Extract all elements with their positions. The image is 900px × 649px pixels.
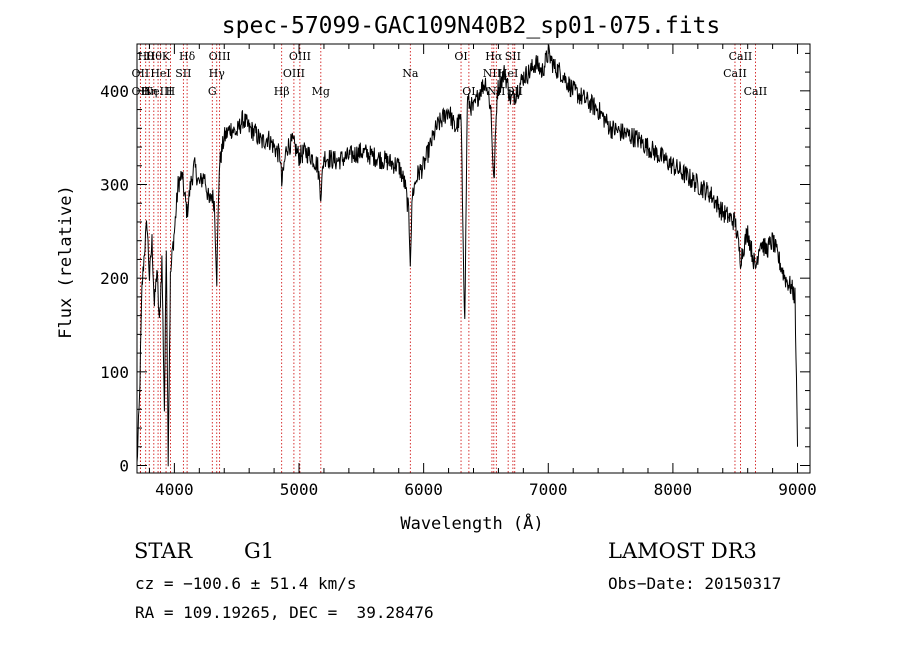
line-label: OII: [132, 85, 150, 98]
y-tick-label: 200: [100, 269, 129, 288]
x-tick-label: 8000: [654, 480, 693, 499]
line-label: H: [166, 85, 176, 98]
line-label: Hη: [141, 85, 157, 98]
line-label: OII: [132, 67, 150, 80]
line-label: NeIII: [143, 85, 172, 98]
line-label: Hθ: [146, 50, 163, 63]
x-tick-label: 6000: [404, 480, 443, 499]
line-label: Hα: [485, 50, 503, 63]
x-tick-label: 7000: [529, 480, 568, 499]
spectrum-line: [136, 44, 798, 467]
object-subclass: G1: [244, 539, 275, 563]
line-label: OIII: [289, 50, 311, 63]
line-label: OIII: [209, 50, 231, 63]
line-label: SII: [175, 67, 191, 80]
line-label: CaII: [744, 85, 768, 98]
x-axis-ticks: 4000 5000 6000 7000 8000 9000: [148, 44, 817, 499]
line-label: CaII: [723, 67, 747, 80]
line-label: NII: [483, 67, 501, 80]
chart-title: spec-57099-GAC109N40B2_sp01-075.fits: [222, 13, 721, 39]
redshift-velocity: cz = −100.6 ± 51.4 km/s: [135, 574, 357, 593]
x-tick-label: 4000: [155, 480, 194, 499]
y-tick-label: 100: [100, 363, 129, 382]
line-label: SII: [505, 50, 521, 63]
line-label: Na: [402, 67, 419, 80]
line-label: CaII: [729, 50, 753, 63]
y-tick-label: 400: [100, 82, 129, 101]
line-label: Hδ: [179, 50, 196, 63]
survey-name: LAMOST DR3: [608, 539, 757, 563]
object-class: STAR: [134, 539, 193, 563]
line-label: Mg: [312, 85, 330, 98]
line-label: Hβ: [274, 85, 290, 98]
line-label: G: [208, 85, 217, 98]
x-axis-label: Wavelength (Å): [400, 512, 543, 534]
x-tick-label: 9000: [778, 480, 817, 499]
y-tick-label: 0: [119, 457, 129, 476]
line-label: OI: [454, 50, 467, 63]
line-labels: OIIOIIHθHηHθNeIIIHeIKHSIIHδGHγOIIIHβOIII…: [132, 50, 768, 98]
line-label: NII: [487, 85, 505, 98]
line-markers: [139, 44, 756, 473]
observation-date: Obs−Date: 20150317: [608, 574, 782, 593]
line-label: K: [162, 50, 171, 63]
x-tick-label: 5000: [280, 480, 319, 499]
line-label: OIII: [283, 67, 305, 80]
line-label: HeI: [150, 67, 170, 80]
y-tick-label: 300: [100, 176, 129, 195]
line-label: Hγ: [209, 67, 226, 80]
y-axis-ticks: 0 100 200 300 400: [100, 52, 810, 476]
line-label: OI: [462, 85, 475, 98]
y-axis-label: Flux (relative): [56, 185, 76, 339]
coordinates: RA = 109.19265, DEC = 39.28476: [135, 603, 434, 622]
